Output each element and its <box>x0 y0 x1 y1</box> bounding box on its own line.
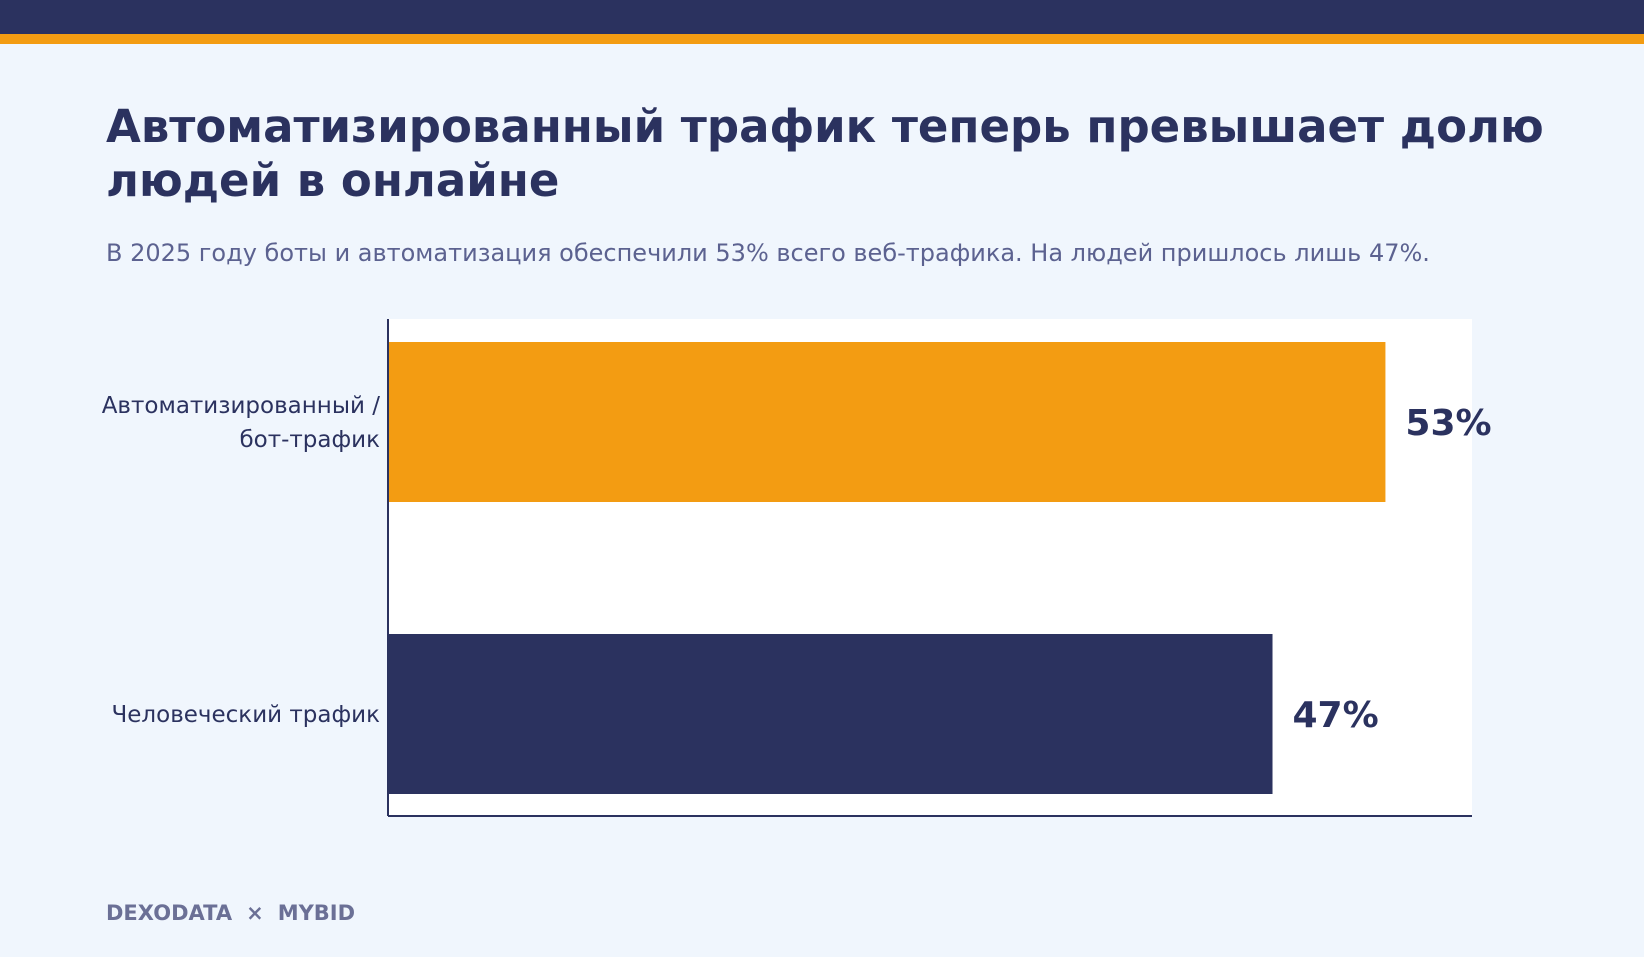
category-labels-group: Автоматизированный / бот-трафик Человеческ… <box>102 393 381 728</box>
category-label-1-line-1: Автоматизированный / <box>102 393 381 419</box>
category-label-1-line-2: бот-трафик <box>239 427 380 453</box>
bar-1 <box>389 342 1386 502</box>
brand-mybid: MYBID <box>277 901 356 925</box>
header-band <box>0 0 1644 34</box>
chart-title: Автоматизированный трафик теперь превыша… <box>106 100 1544 207</box>
data-label-1: 53% <box>1405 403 1491 444</box>
bar-2 <box>389 634 1273 794</box>
footer-brands: DEXODATA × MYBID <box>106 900 355 926</box>
chart-subtitle: В 2025 году боты и автоматизация обеспеч… <box>106 239 1430 267</box>
brand-dexodata: DEXODATA <box>106 901 233 925</box>
brand-separator: × <box>246 901 264 925</box>
data-label-2: 47% <box>1293 695 1379 736</box>
header-accent-stripe <box>0 34 1644 44</box>
category-label-2-line-1: Человеческий трафик <box>112 702 381 728</box>
bars-group <box>389 342 1386 794</box>
data-labels-group: 53% 47% <box>1293 403 1492 736</box>
